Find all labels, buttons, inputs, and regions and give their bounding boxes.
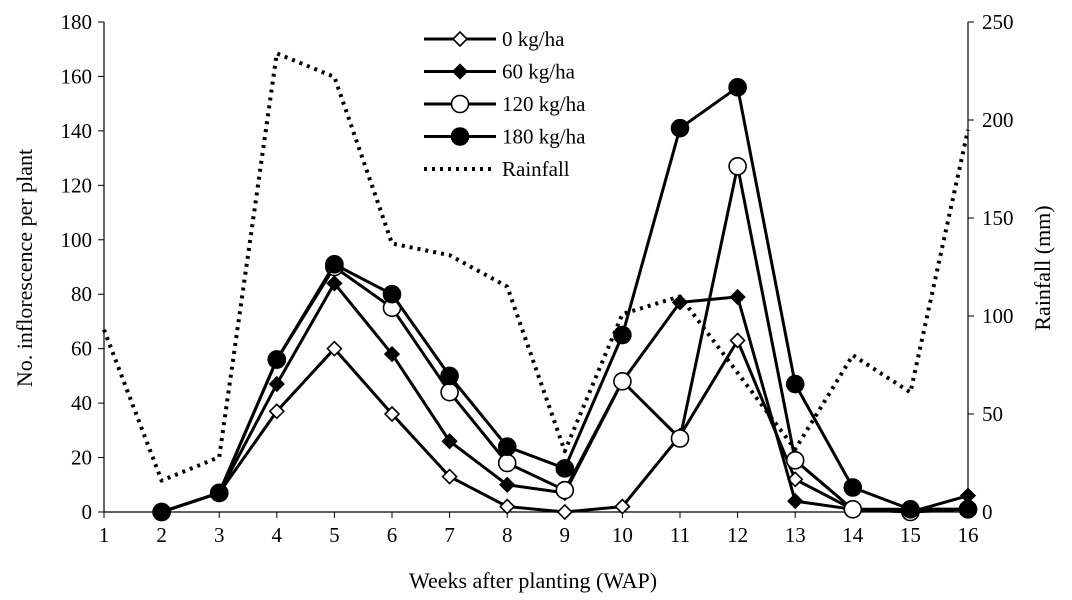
x-axis-title: Weeks after planting (WAP) xyxy=(409,568,657,593)
y-tick-label: 100 xyxy=(61,228,93,252)
legend-marker xyxy=(451,30,469,48)
x-tick-label: 15 xyxy=(900,523,921,547)
x-tick-label: 5 xyxy=(329,523,340,547)
y-tick-label: 140 xyxy=(61,119,93,143)
series-line-rainfall xyxy=(102,51,970,483)
y2-tick-label: 150 xyxy=(982,206,1014,230)
y-tick-label: 180 xyxy=(61,10,93,34)
x-tick-label: 14 xyxy=(842,523,864,547)
y2-axis-title: Rainfall (mm) xyxy=(1030,205,1055,330)
data-point-180-kg-ha xyxy=(901,499,920,519)
y-tick-label: 40 xyxy=(71,391,92,415)
legend-label: Rainfall xyxy=(502,157,570,181)
data-point-180-kg-ha xyxy=(497,437,517,456)
data-point-180-kg-ha xyxy=(728,78,747,97)
y2-tick-label: 50 xyxy=(982,402,1003,426)
x-tick-label: 10 xyxy=(612,523,633,547)
x-tick-label: 1 xyxy=(99,523,110,547)
x-tick-label: 6 xyxy=(387,523,398,547)
y2-tick-label: 100 xyxy=(982,304,1014,328)
data-point-0-kg-ha xyxy=(326,340,343,357)
data-point-180-kg-ha xyxy=(958,499,978,519)
y-tick-label: 160 xyxy=(61,64,93,88)
data-point-60-kg-ha xyxy=(326,275,343,292)
legend-item-60-kg-ha: 60 kg/ha xyxy=(424,60,576,84)
legend-label: 180 kg/ha xyxy=(502,125,586,149)
axes: 1 2 3 4 5 6 7 8 9 10 11 12 13 14 15 1602040608010012014… xyxy=(61,10,1014,547)
x-tick-label: 9 xyxy=(560,523,571,547)
data-point-60-kg-ha xyxy=(268,375,285,393)
series-lines xyxy=(102,51,978,522)
data-point-60-kg-ha xyxy=(729,288,746,306)
data-point-180-kg-ha xyxy=(555,459,575,478)
data-point-120-kg-ha xyxy=(555,480,575,500)
data-point-0-kg-ha xyxy=(556,503,573,521)
data-point-60-kg-ha xyxy=(787,492,804,510)
data-point-180-kg-ha xyxy=(613,325,632,345)
x-tick-label: 8 xyxy=(502,523,513,547)
x-tick-label: 4 xyxy=(272,523,283,547)
y2-tick-label: 0 xyxy=(982,500,993,524)
y-tick-label: 80 xyxy=(71,282,92,306)
legend-marker xyxy=(450,127,470,146)
data-point-60-kg-ha xyxy=(671,294,689,311)
legend-label: 0 kg/ha xyxy=(502,27,565,51)
y-tick-label: 20 xyxy=(71,446,92,470)
data-point-0-kg-ha xyxy=(268,403,285,420)
data-point-180-kg-ha xyxy=(440,366,459,386)
data-point-180-kg-ha xyxy=(843,478,863,497)
data-point-0-kg-ha xyxy=(441,468,458,485)
legend-label: 120 kg/ha xyxy=(502,92,586,116)
data-point-180-kg-ha xyxy=(382,284,402,304)
y-axis-title: No. inflorescence per plant xyxy=(12,149,37,387)
legend-item-120-kg-ha: 120 kg/ha xyxy=(424,92,586,116)
data-point-180-kg-ha xyxy=(267,350,287,369)
data-point-0-kg-ha xyxy=(614,498,631,515)
data-point-0-kg-ha xyxy=(729,332,746,349)
data-point-0-kg-ha xyxy=(787,471,804,488)
data-point-120-kg-ha xyxy=(440,382,459,402)
x-tick-label: 16 xyxy=(958,523,979,547)
data-point-180-kg-ha xyxy=(209,483,229,503)
legend-item-rainfall: Rainfall xyxy=(424,157,570,181)
data-point-120-kg-ha xyxy=(670,429,690,448)
x-tick-label: 7 xyxy=(444,523,455,547)
y-tick-label: 0 xyxy=(82,500,93,524)
data-point-180-kg-ha xyxy=(785,374,805,394)
legend-label: 60 kg/ha xyxy=(502,60,576,84)
x-tick-label: 2 xyxy=(156,523,167,547)
x-tick-label: 11 xyxy=(670,523,690,547)
data-point-120-kg-ha xyxy=(613,372,632,391)
data-point-120-kg-ha xyxy=(497,453,517,473)
x-tick-label: 13 xyxy=(785,523,806,547)
data-point-60-kg-ha xyxy=(383,345,401,363)
data-point-120-kg-ha xyxy=(728,156,747,176)
legend-marker xyxy=(451,63,469,80)
data-point-180-kg-ha xyxy=(152,502,171,522)
legend-item-0-kg-ha: 0 kg/ha xyxy=(424,27,565,51)
data-point-180-kg-ha xyxy=(325,254,344,274)
x-tick-label: 3 xyxy=(214,523,225,547)
y2-tick-label: 250 xyxy=(982,10,1014,34)
data-point-60-kg-ha xyxy=(441,433,458,450)
data-point-0-kg-ha xyxy=(383,405,401,423)
data-point-0-kg-ha xyxy=(499,498,516,515)
x-tick-label: 12 xyxy=(727,523,748,547)
legend-item-180-kg-ha: 180 kg/ha xyxy=(424,125,586,149)
y-tick-label: 60 xyxy=(71,337,92,361)
data-point-60-kg-ha xyxy=(499,476,516,493)
legend: 0 kg/ha 60 kg/ha 120 kg/ha 180 kg/ha Rainfal… xyxy=(424,27,586,181)
series-rainfall xyxy=(102,51,970,483)
series-180-kg-ha xyxy=(152,78,978,522)
y2-tick-label: 200 xyxy=(982,108,1014,132)
data-point-120-kg-ha xyxy=(785,450,805,470)
data-point-180-kg-ha xyxy=(670,118,690,138)
y-tick-label: 120 xyxy=(61,173,93,197)
legend-marker xyxy=(450,94,470,114)
series-line-180-kg-ha xyxy=(161,85,968,514)
data-point-120-kg-ha xyxy=(843,499,863,519)
